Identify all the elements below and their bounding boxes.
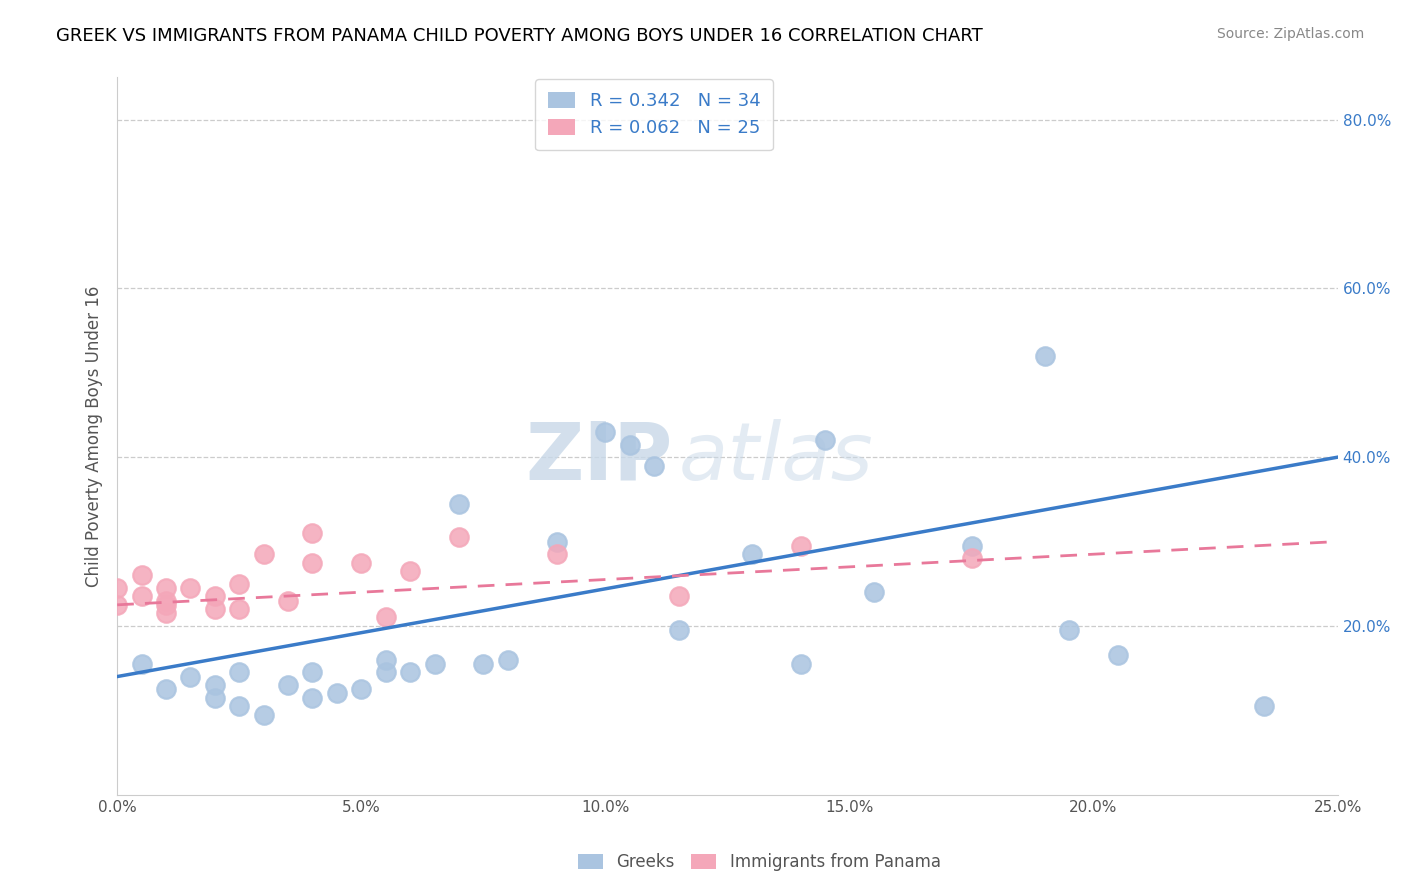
Point [131,568,153,582]
Point [301,556,323,570]
Point [1253,699,1275,714]
Point [1057,623,1080,637]
Point [863,585,886,599]
Legend: R = 0.342   N = 34, R = 0.062   N = 25: R = 0.342 N = 34, R = 0.062 N = 25 [536,79,773,150]
Point [155,593,177,607]
Text: Source: ZipAtlas.com: Source: ZipAtlas.com [1216,27,1364,41]
Point [155,682,177,697]
Point [447,530,470,544]
Point [204,602,226,616]
Point [204,678,226,692]
Point [179,669,201,683]
Point [789,657,811,671]
Point [619,437,641,451]
Point [399,665,422,680]
Point [496,653,519,667]
Point [204,590,226,604]
Point [789,539,811,553]
Point [105,581,128,595]
Point [326,686,349,700]
Point [595,425,617,439]
Point [447,497,470,511]
Point [399,564,422,578]
Point [668,590,690,604]
Point [423,657,446,671]
Point [228,576,250,591]
Point [253,547,276,561]
Text: atlas: atlas [679,418,873,497]
Point [105,598,128,612]
Point [179,581,201,595]
Point [374,665,396,680]
Point [374,610,396,624]
Point [960,539,983,553]
Point [643,458,665,473]
Point [814,434,837,448]
Point [253,707,276,722]
Point [350,556,373,570]
Point [546,547,568,561]
Text: ZIP: ZIP [526,418,672,497]
Point [301,665,323,680]
Point [960,551,983,566]
Point [741,547,763,561]
Point [131,657,153,671]
Point [228,665,250,680]
Point [668,623,690,637]
Point [155,598,177,612]
Point [204,690,226,705]
Point [301,526,323,541]
Point [1107,648,1129,663]
Point [131,590,153,604]
Point [374,653,396,667]
Legend: Greeks, Immigrants from Panama: Greeks, Immigrants from Panama [569,845,949,880]
Point [301,690,323,705]
Point [277,593,299,607]
Y-axis label: Child Poverty Among Boys Under 16: Child Poverty Among Boys Under 16 [86,285,103,587]
Text: GREEK VS IMMIGRANTS FROM PANAMA CHILD POVERTY AMONG BOYS UNDER 16 CORRELATION CH: GREEK VS IMMIGRANTS FROM PANAMA CHILD PO… [56,27,983,45]
Point [155,607,177,621]
Point [1033,349,1056,363]
Point [228,699,250,714]
Point [546,534,568,549]
Point [277,678,299,692]
Point [228,602,250,616]
Point [472,657,495,671]
Point [350,682,373,697]
Point [155,581,177,595]
